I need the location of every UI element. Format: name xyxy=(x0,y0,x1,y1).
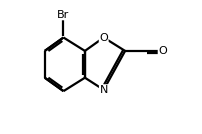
Text: O: O xyxy=(99,33,108,42)
Text: N: N xyxy=(100,85,108,95)
Text: Br: Br xyxy=(57,10,70,20)
Text: O: O xyxy=(158,46,167,56)
